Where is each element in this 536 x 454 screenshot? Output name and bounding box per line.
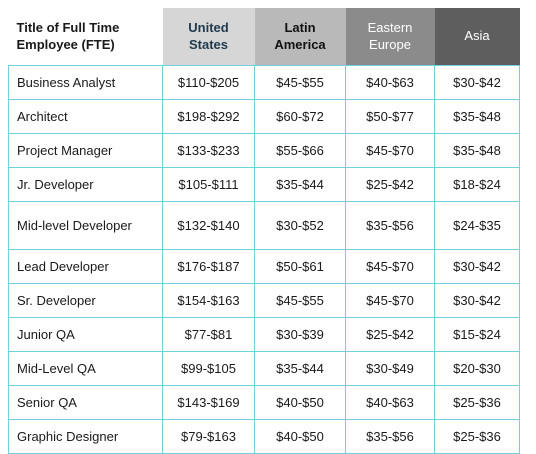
rates-table: Title of Full Time Employee (FTE) United S…	[8, 8, 520, 454]
asia-rate-cell: $30-$42	[434, 249, 520, 284]
ee-rate-cell: $50-$77	[345, 99, 435, 134]
table-row: Graphic Designer $79-$163 $40-$50 $35-$5…	[8, 419, 520, 454]
latam-rate-cell: $35-$44	[254, 167, 346, 202]
us-rate-cell: $143-$169	[162, 385, 255, 420]
ee-rate-cell: $45-$70	[345, 133, 435, 168]
header-row: Title of Full Time Employee (FTE) United S…	[8, 8, 520, 66]
table-row: Jr. Developer $105-$111 $35-$44 $25-$42 …	[8, 167, 520, 202]
table-header: Title of Full Time Employee (FTE) United S…	[8, 8, 520, 66]
us-rate-cell: $99-$105	[162, 351, 255, 386]
table-row: Lead Developer $176-$187 $50-$61 $45-$70…	[8, 249, 520, 284]
header-eastern-europe: Eastern Europe	[345, 8, 435, 66]
table-row: Project Manager $133-$233 $55-$66 $45-$7…	[8, 133, 520, 168]
asia-rate-cell: $35-$48	[434, 99, 520, 134]
latam-rate-cell: $40-$50	[254, 385, 346, 420]
role-cell: Senior QA	[8, 385, 163, 420]
latam-rate-cell: $35-$44	[254, 351, 346, 386]
ee-rate-cell: $40-$63	[345, 65, 435, 100]
table-row: Architect $198-$292 $60-$72 $50-$77 $35-…	[8, 99, 520, 134]
latam-rate-cell: $45-$55	[254, 283, 346, 318]
asia-rate-cell: $15-$24	[434, 317, 520, 352]
us-rate-cell: $105-$111	[162, 167, 255, 202]
us-rate-cell: $110-$205	[162, 65, 255, 100]
role-cell: Mid-Level QA	[8, 351, 163, 386]
us-rate-cell: $132-$140	[162, 201, 255, 250]
role-cell: Junior QA	[8, 317, 163, 352]
ee-rate-cell: $25-$42	[345, 167, 435, 202]
asia-rate-cell: $20-$30	[434, 351, 520, 386]
us-rate-cell: $198-$292	[162, 99, 255, 134]
role-cell: Business Analyst	[8, 65, 163, 100]
us-rate-cell: $133-$233	[162, 133, 255, 168]
asia-rate-cell: $25-$36	[434, 385, 520, 420]
table-row: Sr. Developer $154-$163 $45-$55 $45-$70 …	[8, 283, 520, 318]
table-body: Business Analyst $110-$205 $45-$55 $40-$…	[8, 65, 520, 454]
asia-rate-cell: $25-$36	[434, 419, 520, 454]
role-cell: Architect	[8, 99, 163, 134]
latam-rate-cell: $55-$66	[254, 133, 346, 168]
ee-rate-cell: $35-$56	[345, 201, 435, 250]
latam-rate-cell: $45-$55	[254, 65, 346, 100]
table-row: Junior QA $77-$81 $30-$39 $25-$42 $15-$2…	[8, 317, 520, 352]
header-latin-america: Latin America	[254, 8, 346, 66]
table-row: Mid-Level QA $99-$105 $35-$44 $30-$49 $2…	[8, 351, 520, 386]
us-rate-cell: $154-$163	[162, 283, 255, 318]
role-cell: Graphic Designer	[8, 419, 163, 454]
latam-rate-cell: $30-$52	[254, 201, 346, 250]
table-row: Mid-level Developer $132-$140 $30-$52 $3…	[8, 201, 520, 250]
asia-rate-cell: $30-$42	[434, 65, 520, 100]
latam-rate-cell: $30-$39	[254, 317, 346, 352]
ee-rate-cell: $45-$70	[345, 249, 435, 284]
us-rate-cell: $79-$163	[162, 419, 255, 454]
us-rate-cell: $77-$81	[162, 317, 255, 352]
role-cell: Sr. Developer	[8, 283, 163, 318]
header-asia: Asia	[434, 8, 520, 66]
header-united-states: United States	[162, 8, 255, 66]
role-cell: Project Manager	[8, 133, 163, 168]
asia-rate-cell: $35-$48	[434, 133, 520, 168]
ee-rate-cell: $40-$63	[345, 385, 435, 420]
latam-rate-cell: $60-$72	[254, 99, 346, 134]
role-cell: Mid-level Developer	[8, 201, 163, 250]
latam-rate-cell: $40-$50	[254, 419, 346, 454]
latam-rate-cell: $50-$61	[254, 249, 346, 284]
ee-rate-cell: $25-$42	[345, 317, 435, 352]
role-cell: Lead Developer	[8, 249, 163, 284]
us-rate-cell: $176-$187	[162, 249, 255, 284]
ee-rate-cell: $45-$70	[345, 283, 435, 318]
ee-rate-cell: $35-$56	[345, 419, 435, 454]
role-cell: Jr. Developer	[8, 167, 163, 202]
asia-rate-cell: $18-$24	[434, 167, 520, 202]
asia-rate-cell: $24-$35	[434, 201, 520, 250]
table-row: Senior QA $143-$169 $40-$50 $40-$63 $25-…	[8, 385, 520, 420]
header-title-fte: Title of Full Time Employee (FTE)	[8, 8, 163, 66]
ee-rate-cell: $30-$49	[345, 351, 435, 386]
table-row: Business Analyst $110-$205 $45-$55 $40-$…	[8, 65, 520, 100]
asia-rate-cell: $30-$42	[434, 283, 520, 318]
